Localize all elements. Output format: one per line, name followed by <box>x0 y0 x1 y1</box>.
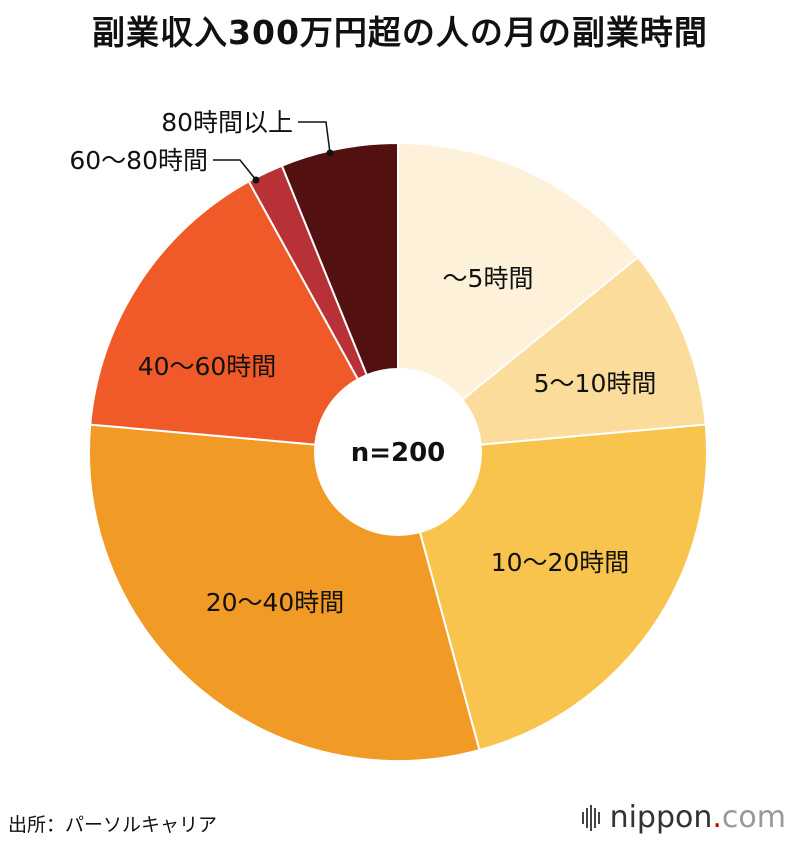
logo-suffix: com <box>721 800 786 835</box>
callout-dot-7 <box>326 149 334 157</box>
callout-line-7 <box>298 121 331 154</box>
chart-title: 副業収入300万円超の人の月の副業時間 <box>92 13 708 52</box>
pie-slice-2 <box>394 255 707 454</box>
slice-label-5: 40〜60時間 <box>138 352 277 381</box>
logo-dot: . <box>712 800 722 835</box>
pie-slice-3 <box>396 423 708 752</box>
logo-name: nippon <box>609 800 713 835</box>
callout-dot-6 <box>252 176 260 184</box>
donut-hole <box>314 368 482 536</box>
slice-label-2: 5〜10時間 <box>534 369 657 398</box>
slice-label-6: 60〜80時間 <box>69 146 208 175</box>
nippon-logo: nippon. com <box>581 800 786 835</box>
center-label: n=200 <box>351 438 446 468</box>
logo-bars-icon <box>581 804 602 831</box>
slice-label-1: 〜5時間 <box>443 264 534 293</box>
slice-label-3: 10〜20時間 <box>491 548 630 577</box>
slice-label-7: 80時間以上 <box>161 108 293 137</box>
pie-slice-5 <box>89 180 400 454</box>
callout-line-6 <box>213 159 257 181</box>
pie-slice-1 <box>397 141 640 455</box>
slice-label-4: 20〜40時間 <box>206 588 345 617</box>
source-note: 出所：パーソルキャリア <box>8 814 218 836</box>
